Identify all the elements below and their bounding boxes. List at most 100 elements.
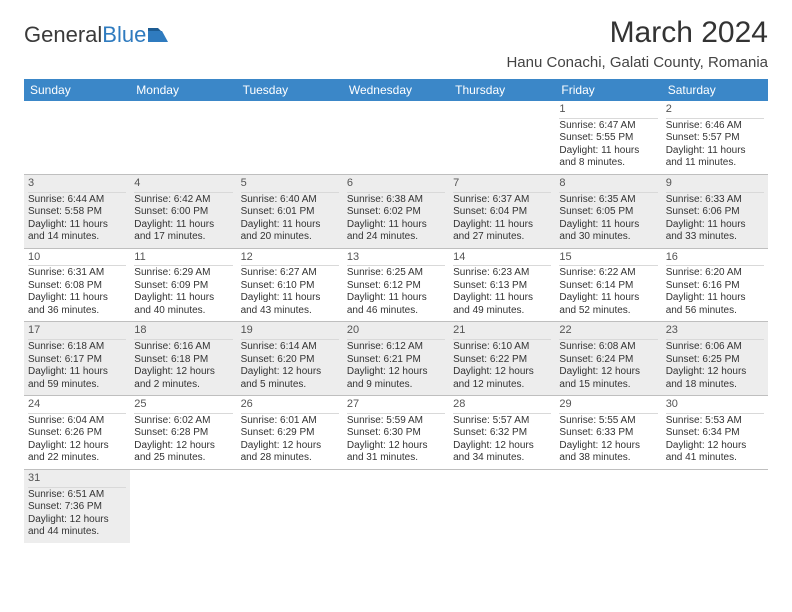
daylight-text: Daylight: 12 hours and 28 minutes. (241, 440, 339, 465)
day-number: 14 (453, 251, 551, 267)
sunrise-text: Sunrise: 5:55 AM (559, 415, 657, 428)
sunset-text: Sunset: 6:24 PM (559, 354, 657, 367)
daylight-text: Daylight: 12 hours and 44 minutes. (28, 514, 126, 539)
sunrise-text: Sunrise: 6:31 AM (28, 267, 126, 280)
daylight-text: Daylight: 12 hours and 5 minutes. (241, 366, 339, 391)
daylight-text: Daylight: 11 hours and 56 minutes. (666, 292, 764, 317)
sunset-text: Sunset: 6:34 PM (666, 427, 764, 440)
weekday-header-row: SundayMondayTuesdayWednesdayThursdayFrid… (24, 79, 768, 101)
day-cell: 25Sunrise: 6:02 AMSunset: 6:28 PMDayligh… (130, 396, 236, 469)
flag-icon (148, 22, 168, 48)
weekday-header: Monday (130, 79, 236, 101)
daylight-text: Daylight: 11 hours and 17 minutes. (134, 219, 232, 244)
day-number: 26 (241, 398, 339, 414)
month-title: March 2024 (506, 16, 768, 50)
sunset-text: Sunset: 6:12 PM (347, 280, 445, 293)
week-row: 3Sunrise: 6:44 AMSunset: 5:58 PMDaylight… (24, 175, 768, 249)
daylight-text: Daylight: 11 hours and 8 minutes. (559, 145, 657, 170)
day-number: 11 (134, 251, 232, 267)
day-cell: 26Sunrise: 6:01 AMSunset: 6:29 PMDayligh… (237, 396, 343, 469)
daylight-text: Daylight: 11 hours and 36 minutes. (28, 292, 126, 317)
logo-text-1: General (24, 22, 102, 48)
day-number: 20 (347, 324, 445, 340)
sunset-text: Sunset: 6:30 PM (347, 427, 445, 440)
sunset-text: Sunset: 7:36 PM (28, 501, 126, 514)
sunrise-text: Sunrise: 6:10 AM (453, 341, 551, 354)
weekday-header: Saturday (662, 79, 768, 101)
daylight-text: Daylight: 12 hours and 38 minutes. (559, 440, 657, 465)
sunrise-text: Sunrise: 6:08 AM (559, 341, 657, 354)
day-cell: 13Sunrise: 6:25 AMSunset: 6:12 PMDayligh… (343, 249, 449, 322)
day-cell: 20Sunrise: 6:12 AMSunset: 6:21 PMDayligh… (343, 322, 449, 395)
day-cell (130, 101, 236, 174)
sunset-text: Sunset: 6:14 PM (559, 280, 657, 293)
week-row: 10Sunrise: 6:31 AMSunset: 6:08 PMDayligh… (24, 249, 768, 323)
sunrise-text: Sunrise: 6:38 AM (347, 194, 445, 207)
sunset-text: Sunset: 6:00 PM (134, 206, 232, 219)
sunrise-text: Sunrise: 6:51 AM (28, 489, 126, 502)
daylight-text: Daylight: 11 hours and 20 minutes. (241, 219, 339, 244)
sunset-text: Sunset: 6:28 PM (134, 427, 232, 440)
daylight-text: Daylight: 12 hours and 12 minutes. (453, 366, 551, 391)
daylight-text: Daylight: 11 hours and 43 minutes. (241, 292, 339, 317)
day-number: 16 (666, 251, 764, 267)
daylight-text: Daylight: 12 hours and 9 minutes. (347, 366, 445, 391)
daylight-text: Daylight: 11 hours and 27 minutes. (453, 219, 551, 244)
day-number: 27 (347, 398, 445, 414)
sunrise-text: Sunrise: 6:18 AM (28, 341, 126, 354)
sunset-text: Sunset: 6:05 PM (559, 206, 657, 219)
daylight-text: Daylight: 12 hours and 31 minutes. (347, 440, 445, 465)
header: GeneralBlue March 2024 Hanu Conachi, Gal… (24, 16, 768, 73)
sunset-text: Sunset: 6:18 PM (134, 354, 232, 367)
daylight-text: Daylight: 11 hours and 52 minutes. (559, 292, 657, 317)
day-cell: 23Sunrise: 6:06 AMSunset: 6:25 PMDayligh… (662, 322, 768, 395)
weekday-header: Thursday (449, 79, 555, 101)
daylight-text: Daylight: 11 hours and 40 minutes. (134, 292, 232, 317)
day-number: 9 (666, 177, 764, 193)
daylight-text: Daylight: 11 hours and 30 minutes. (559, 219, 657, 244)
calendar-page: GeneralBlue March 2024 Hanu Conachi, Gal… (0, 0, 792, 559)
logo-text-2: Blue (102, 22, 146, 48)
day-cell (237, 101, 343, 174)
sunset-text: Sunset: 6:13 PM (453, 280, 551, 293)
sunset-text: Sunset: 5:57 PM (666, 132, 764, 145)
sunset-text: Sunset: 6:20 PM (241, 354, 339, 367)
day-cell: 18Sunrise: 6:16 AMSunset: 6:18 PMDayligh… (130, 322, 236, 395)
day-cell: 5Sunrise: 6:40 AMSunset: 6:01 PMDaylight… (237, 175, 343, 248)
sunrise-text: Sunrise: 6:42 AM (134, 194, 232, 207)
sunset-text: Sunset: 6:16 PM (666, 280, 764, 293)
sunrise-text: Sunrise: 6:20 AM (666, 267, 764, 280)
day-cell: 31Sunrise: 6:51 AMSunset: 7:36 PMDayligh… (24, 470, 130, 543)
sunset-text: Sunset: 6:22 PM (453, 354, 551, 367)
day-cell (555, 470, 661, 543)
daylight-text: Daylight: 12 hours and 2 minutes. (134, 366, 232, 391)
day-cell: 4Sunrise: 6:42 AMSunset: 6:00 PMDaylight… (130, 175, 236, 248)
sunset-text: Sunset: 6:26 PM (28, 427, 126, 440)
logo: GeneralBlue (24, 16, 168, 48)
day-number: 19 (241, 324, 339, 340)
sunrise-text: Sunrise: 6:01 AM (241, 415, 339, 428)
daylight-text: Daylight: 11 hours and 24 minutes. (347, 219, 445, 244)
day-number: 4 (134, 177, 232, 193)
day-number: 28 (453, 398, 551, 414)
daylight-text: Daylight: 11 hours and 59 minutes. (28, 366, 126, 391)
sunset-text: Sunset: 6:29 PM (241, 427, 339, 440)
day-number: 15 (559, 251, 657, 267)
day-cell: 9Sunrise: 6:33 AMSunset: 6:06 PMDaylight… (662, 175, 768, 248)
day-cell: 29Sunrise: 5:55 AMSunset: 6:33 PMDayligh… (555, 396, 661, 469)
daylight-text: Daylight: 11 hours and 49 minutes. (453, 292, 551, 317)
day-number: 17 (28, 324, 126, 340)
sunrise-text: Sunrise: 6:44 AM (28, 194, 126, 207)
sunset-text: Sunset: 6:06 PM (666, 206, 764, 219)
sunrise-text: Sunrise: 6:25 AM (347, 267, 445, 280)
sunrise-text: Sunrise: 6:40 AM (241, 194, 339, 207)
daylight-text: Daylight: 12 hours and 34 minutes. (453, 440, 551, 465)
day-number: 7 (453, 177, 551, 193)
day-number: 18 (134, 324, 232, 340)
day-cell: 24Sunrise: 6:04 AMSunset: 6:26 PMDayligh… (24, 396, 130, 469)
day-number: 24 (28, 398, 126, 414)
week-row: 31Sunrise: 6:51 AMSunset: 7:36 PMDayligh… (24, 470, 768, 543)
weekday-header: Tuesday (237, 79, 343, 101)
daylight-text: Daylight: 11 hours and 33 minutes. (666, 219, 764, 244)
sunset-text: Sunset: 6:09 PM (134, 280, 232, 293)
